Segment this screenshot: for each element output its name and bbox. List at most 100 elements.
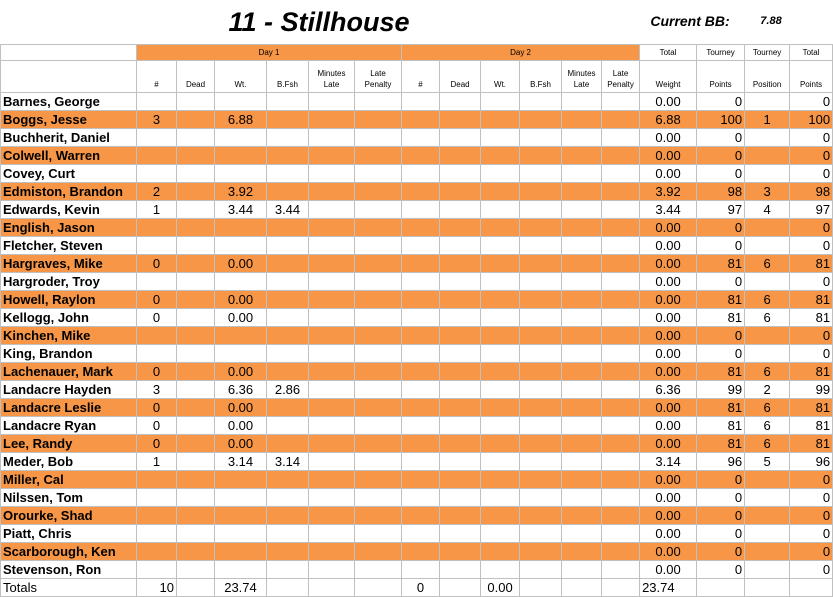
player-name[interactable]: Covey, Curt [0, 164, 137, 183]
player-name[interactable]: Buchherit, Daniel [0, 128, 137, 147]
day1-big-fish[interactable] [266, 92, 309, 111]
day2-big-fish[interactable] [519, 290, 563, 309]
day2-minutes-late[interactable] [561, 434, 603, 453]
total-points[interactable]: 97 [789, 200, 833, 219]
player-name[interactable]: Landacre Leslie [0, 398, 137, 417]
total-points[interactable]: 0 [789, 218, 833, 237]
total-weight[interactable]: 0.00 [639, 218, 698, 237]
day1-minutes-late[interactable] [308, 542, 355, 561]
day2-count[interactable] [401, 146, 441, 165]
day2-dead[interactable] [439, 488, 482, 507]
player-name[interactable]: Edwards, Kevin [0, 200, 137, 219]
player-name[interactable]: Kellogg, John [0, 308, 137, 327]
day2-big-fish[interactable] [519, 182, 563, 201]
tourney-points[interactable]: 81 [696, 290, 746, 309]
day1-late-penalty[interactable] [353, 470, 403, 489]
day1-count[interactable]: 2 [136, 182, 177, 201]
total-points[interactable]: 0 [789, 506, 833, 525]
day2-minutes-late[interactable] [561, 254, 603, 273]
day1-dead[interactable] [176, 182, 215, 201]
day2-minutes-late[interactable] [561, 488, 603, 507]
day1-big-fish[interactable] [266, 218, 309, 237]
day1-minutes-late[interactable] [308, 200, 355, 219]
day1-dead[interactable] [176, 380, 215, 399]
tourney-position[interactable] [744, 560, 791, 579]
day2-weight[interactable] [480, 218, 521, 237]
tourney-position[interactable] [744, 542, 791, 561]
day1-count[interactable] [136, 272, 177, 291]
day2-weight[interactable] [480, 362, 521, 381]
day1-weight[interactable] [214, 92, 267, 111]
day1-count[interactable] [136, 92, 177, 111]
total-weight[interactable]: 0.00 [639, 272, 698, 291]
day2-minutes-late[interactable] [561, 398, 603, 417]
player-name[interactable]: Orourke, Shad [0, 506, 137, 525]
day2-dead[interactable] [439, 524, 482, 543]
tourney-points[interactable]: 96 [696, 452, 746, 471]
total-weight[interactable]: 0.00 [639, 164, 698, 183]
day1-big-fish[interactable] [266, 182, 309, 201]
day1-big-fish[interactable] [266, 488, 309, 507]
cell[interactable] [353, 578, 403, 597]
day1-minutes-late[interactable] [308, 182, 355, 201]
day1-dead[interactable] [176, 308, 215, 327]
day1-late-penalty[interactable] [353, 164, 403, 183]
day1-weight[interactable] [214, 506, 267, 525]
day2-dead[interactable] [439, 344, 482, 363]
day1-count[interactable]: 1 [136, 200, 177, 219]
day1-dead[interactable] [176, 218, 215, 237]
player-name[interactable]: Stevenson, Ron [0, 560, 137, 579]
total-weight[interactable]: 0.00 [639, 344, 698, 363]
tourney-points[interactable]: 81 [696, 254, 746, 273]
tourney-position[interactable]: 1 [744, 110, 791, 129]
day2-big-fish[interactable] [519, 146, 563, 165]
bfsh2-header[interactable]: B.Fsh [519, 60, 563, 93]
day2-count[interactable] [401, 200, 441, 219]
day2-minutes-late[interactable] [561, 128, 603, 147]
day1-header[interactable]: Day 1 [135, 44, 403, 61]
day2-big-fish[interactable] [519, 470, 563, 489]
day2-minutes-late[interactable] [561, 236, 603, 255]
day1-big-fish[interactable] [266, 362, 309, 381]
day2-big-fish[interactable] [519, 218, 563, 237]
cell[interactable] [439, 578, 482, 597]
day1-count[interactable]: 0 [136, 362, 177, 381]
day2-weight[interactable] [480, 344, 521, 363]
tourney-points[interactable]: 0 [696, 488, 746, 507]
day2-late-penalty[interactable] [601, 110, 641, 129]
tourney-points[interactable]: 81 [696, 434, 746, 453]
tourney-position[interactable] [744, 128, 791, 147]
day2-big-fish[interactable] [519, 254, 563, 273]
day2-count[interactable] [401, 434, 441, 453]
day2-count[interactable] [401, 506, 441, 525]
late-penalty2-header[interactable]: Late Penalty [601, 60, 641, 93]
day1-dead[interactable] [176, 452, 215, 471]
tourney-position[interactable]: 5 [744, 452, 791, 471]
day1-weight[interactable]: 0.00 [214, 308, 267, 327]
day2-dead[interactable] [439, 146, 482, 165]
total-weight[interactable]: 0.00 [639, 128, 698, 147]
tourney-points[interactable]: 0 [696, 470, 746, 489]
day2-count[interactable] [401, 290, 441, 309]
day2-count[interactable] [401, 164, 441, 183]
tourney-points[interactable]: 81 [696, 398, 746, 417]
player-name[interactable]: Lachenauer, Mark [0, 362, 137, 381]
tourney-points[interactable]: 0 [696, 218, 746, 237]
day2-late-penalty[interactable] [601, 254, 641, 273]
wt-header[interactable]: Wt. [214, 60, 267, 93]
count2-header[interactable]: # [401, 60, 441, 93]
total-points[interactable]: 81 [789, 254, 833, 273]
day1-dead[interactable] [176, 434, 215, 453]
day1-weight[interactable]: 0.00 [214, 254, 267, 273]
day1-late-penalty[interactable] [353, 398, 403, 417]
day1-late-penalty[interactable] [353, 416, 403, 435]
day1-dead[interactable] [176, 236, 215, 255]
day2-weight[interactable] [480, 254, 521, 273]
cell[interactable] [561, 578, 603, 597]
total-points[interactable]: 81 [789, 434, 833, 453]
total-points[interactable]: 0 [789, 92, 833, 111]
day1-count[interactable]: 3 [136, 380, 177, 399]
total-points[interactable]: 0 [789, 164, 833, 183]
total-points[interactable]: 0 [789, 272, 833, 291]
player-name[interactable]: Landacre Ryan [0, 416, 137, 435]
